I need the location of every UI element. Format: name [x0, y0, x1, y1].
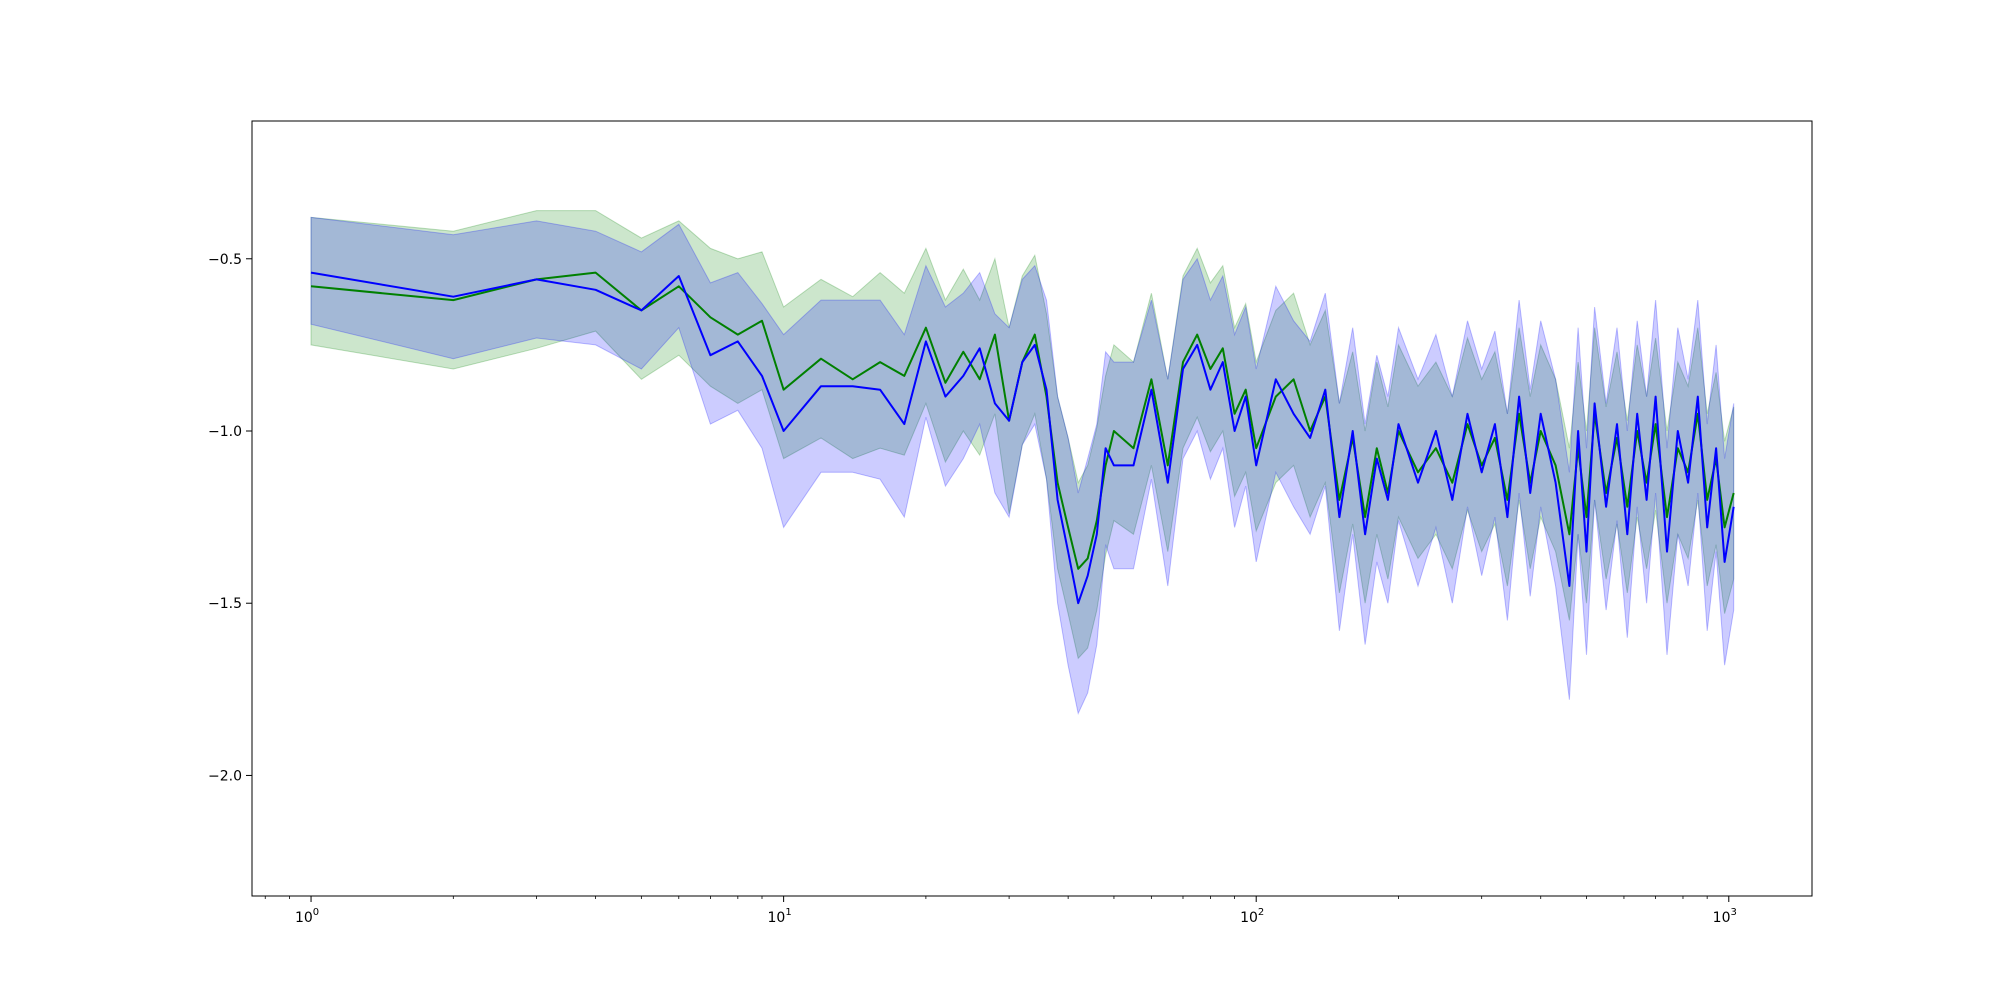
y-axis: −0.5 −1.0 −1.5 −2.0 [208, 252, 252, 784]
x-axis: 100 101 102 103 [264, 896, 1737, 926]
y-tick-label: −0.5 [208, 252, 242, 268]
y-tick-label: −1.5 [208, 596, 242, 612]
x-tick-label: 101 [768, 907, 792, 926]
series-0-line [310, 271, 1735, 570]
y-tick-label: −2.0 [208, 768, 242, 784]
series-0-band [310, 210, 1735, 660]
x-tick-label: 102 [1240, 907, 1264, 926]
x-tick-label: 100 [295, 907, 319, 926]
series-1-line [310, 271, 1735, 605]
series-lines [310, 271, 1735, 605]
confidence-bands [310, 210, 1735, 715]
x-tick-label: 103 [1713, 907, 1737, 926]
plot-frame [251, 120, 1813, 897]
y-tick-label: −1.0 [208, 424, 242, 440]
series-1-band [310, 216, 1735, 715]
